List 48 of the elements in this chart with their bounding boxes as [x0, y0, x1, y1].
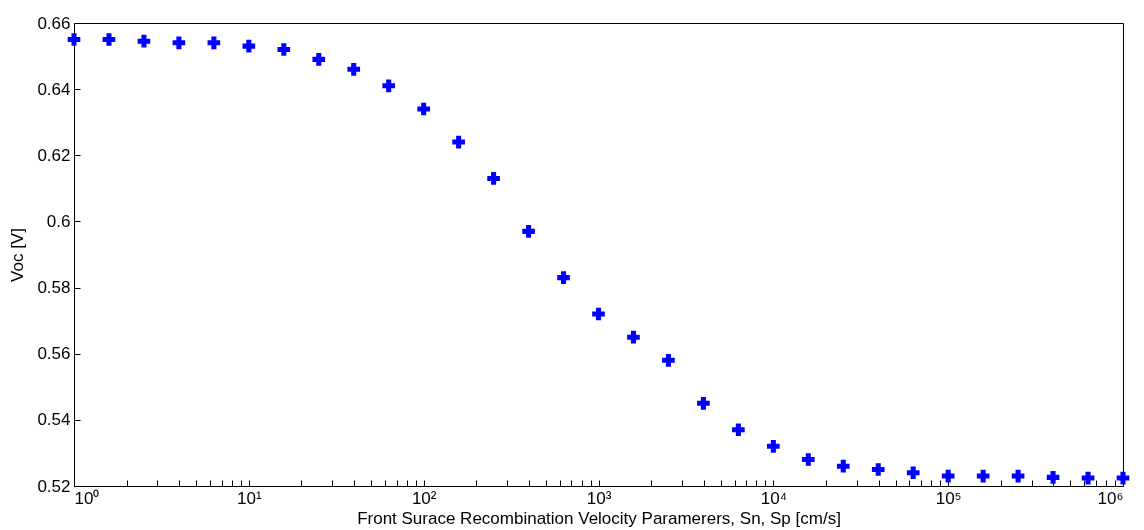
point [1081, 471, 1095, 485]
point [67, 33, 81, 46]
point [592, 307, 605, 321]
x-tick-label: 10⁵ [935, 488, 962, 508]
point [1011, 469, 1025, 483]
x-tick-label: 10⁰ [74, 488, 100, 508]
point [871, 463, 885, 476]
y-axis-title: Voc [V] [8, 228, 28, 282]
x-axis-title: Front Surace Recombination Velocity Paramerers, Sn, Sp [cm/s] [357, 508, 841, 528]
point [941, 469, 955, 483]
point [767, 439, 780, 453]
point [137, 34, 151, 48]
point [976, 469, 990, 483]
point [557, 271, 570, 284]
x-tick-label: 10² [411, 488, 437, 508]
point [1046, 471, 1060, 484]
y-tick-label: 0.62 [37, 145, 71, 165]
y-tick-label: 0.66 [37, 13, 71, 33]
y-tick-label: 0.64 [37, 79, 71, 99]
point [347, 62, 361, 76]
x-tick-label: 10⁴ [760, 488, 787, 508]
point [452, 135, 465, 149]
point [836, 459, 850, 473]
point [487, 172, 500, 185]
y-tick-label: 0.54 [37, 410, 71, 430]
y-tick-label: 0.6 [46, 211, 71, 231]
point [732, 423, 745, 437]
point [277, 43, 291, 56]
point [312, 53, 326, 66]
point [417, 102, 430, 116]
x-tick-label: 10⁶ [1097, 488, 1124, 508]
point [172, 36, 186, 50]
x-tick-label: 10¹ [237, 488, 262, 508]
point [242, 39, 256, 53]
point [627, 330, 640, 344]
point [697, 397, 710, 410]
point [906, 466, 920, 480]
point [382, 79, 396, 93]
x-tick-label: 10³ [586, 488, 612, 508]
point [801, 453, 815, 466]
y-tick-label: 0.56 [37, 344, 71, 364]
point [102, 33, 116, 46]
y-tick-label: 0.58 [37, 278, 71, 298]
point [1116, 471, 1130, 485]
point [522, 225, 535, 238]
point [207, 36, 221, 50]
point [662, 354, 675, 367]
y-tick-label: 0.52 [37, 476, 71, 496]
